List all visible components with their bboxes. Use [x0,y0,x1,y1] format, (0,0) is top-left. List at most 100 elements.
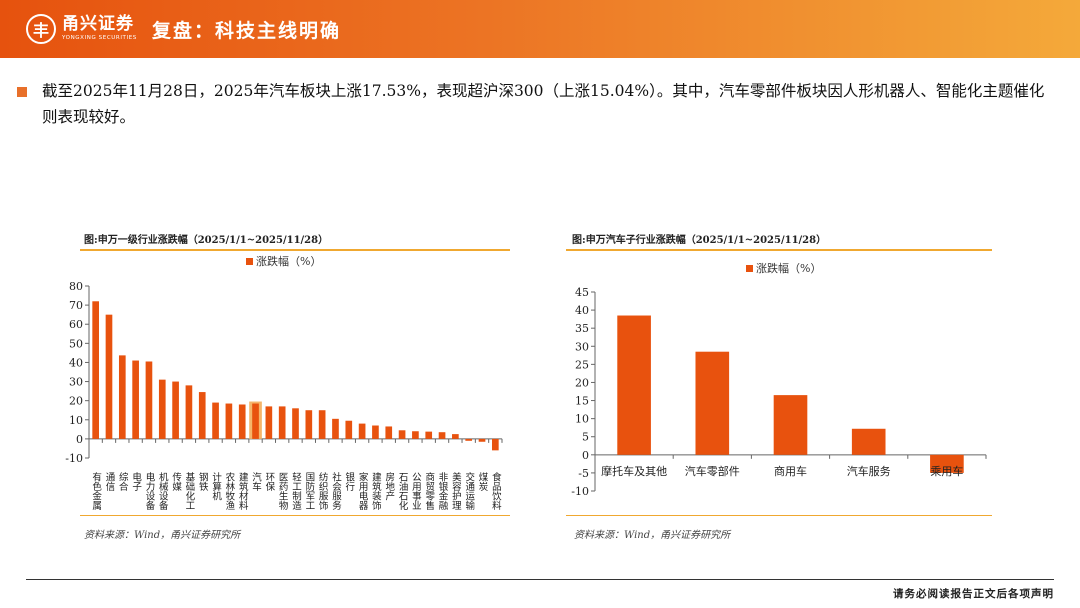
left-legend-label: 涨跌幅（%） [256,254,321,268]
left-bar [212,402,219,439]
left-x-tick-label: 农林牧渔 [223,471,235,510]
left-y-tick-label: 60 [69,318,83,331]
left-x-tick-label: 交通运输 [463,471,475,511]
left-x-tick-label: 社会服务 [330,471,342,511]
left-x-tick-label: 钢铁 [197,471,209,492]
summary-text: 截至2025年11月28日，2025年汽车板块上涨17.53%，表现超沪深300… [42,82,1045,126]
left-bar [345,420,353,439]
left-bar [92,301,99,439]
left-x-tick-label: 纺织服饰 [317,471,329,511]
right-legend-label: 涨跌幅（%） [756,261,821,275]
right-x-tick-label: 摩托车及其他 [601,464,667,478]
left-bar [452,434,459,439]
left-bar [278,406,286,439]
right-y-tick-label: 10 [575,413,589,426]
square-bullet-icon [17,87,27,97]
left-y-tick-label: -10 [65,452,83,465]
right-title-rule [566,249,992,251]
left-x-tick-label: 银行 [343,471,355,492]
right-x-tick-label: 商用车 [774,464,807,478]
left-x-tick-label: 环保 [263,472,275,492]
right-chart-source: 资料来源：Wind，甬兴证券研究所 [574,530,731,541]
right-y-tick-label: 20 [575,376,589,389]
footer-disclaimer: 请务必阅读报告正文后各项声明 [893,588,1054,600]
right-y-tick-label: 45 [575,286,589,299]
left-x-tick-label: 美容护理 [450,471,462,510]
left-bar [492,438,499,451]
brand-logo: 丰 甬兴证券 YONGXING SECURITIES [26,10,137,48]
right-bar [851,428,886,455]
left-bar [425,431,433,439]
right-y-tick-label: -10 [571,485,589,498]
left-chart-source: 资料来源：Wind，甬兴证券研究所 [84,530,241,541]
left-bar [465,438,473,441]
left-bar [185,385,193,439]
right-y-tick-label: 5 [582,431,589,444]
left-x-tick-label: 有色金属 [90,471,102,511]
right-bar [773,395,808,455]
left-bar [318,410,326,439]
left-x-tick-label: 商贸零售 [423,471,435,511]
left-x-tick-label: 国防军工 [303,472,315,510]
left-chart-title: 图:申万一级行业涨跌幅（2025/1/1~2025/11/28） [84,235,329,246]
left-y-tick-label: 10 [69,414,83,427]
right-y-tick-label: 25 [575,358,589,371]
right-legend-swatch [746,265,753,272]
left-bar [305,410,313,439]
right-bar [617,315,651,455]
left-bar [145,361,153,439]
left-x-tick-label: 汽车 [250,471,262,492]
left-legend-swatch [246,258,253,265]
left-bar [438,432,446,439]
left-bar [132,360,139,439]
logo-icon: 丰 [26,14,56,44]
logo-wordmark: 甬兴证券 YONGXING SECURITIES [62,16,137,42]
right-bottom-rule [566,515,992,516]
left-bar [265,406,273,439]
left-y-tick-label: 0 [76,433,83,446]
right-x-tick-label: 乘用车 [930,464,963,478]
left-y-tick-label: 70 [69,299,83,312]
left-bar [172,381,179,439]
left-y-tick-label: 40 [69,356,83,369]
right-y-tick-label: 30 [575,340,589,353]
left-x-tick-label: 非银金融 [437,471,449,511]
left-x-tick-label: 电力设备 [143,471,155,511]
left-y-tick-label: 20 [69,395,83,408]
left-x-tick-label: 轻工制造 [290,471,302,511]
left-bottom-rule [80,515,510,516]
right-x-tick-label: 汽车服务 [847,464,891,478]
page-title: 复盘：科技主线明确 [152,20,342,42]
left-bar [478,438,486,442]
left-x-tick-label: 机械设备 [157,471,169,511]
right-bar [930,454,964,473]
right-chart-title: 图:申万汽车子行业涨跌幅（2025/1/1~2025/11/28） [572,235,827,246]
left-bar [225,403,233,439]
left-x-tick-label: 计算机 [210,471,222,501]
left-bar [385,426,393,439]
left-x-tick-label: 房地产 [383,471,395,501]
logo-cn-text: 甬兴证券 [62,14,134,35]
left-bar [372,425,379,439]
right-x-tick-label: 汽车零部件 [685,464,740,478]
left-x-tick-label: 建筑装饰 [370,471,382,511]
logo-en-text: YONGXING SECURITIES [62,35,137,42]
left-bar [358,423,366,439]
right-y-tick-label: 35 [575,322,589,335]
left-x-tick-label: 基础化工 [183,471,195,510]
right-y-tick-label: 40 [575,304,589,317]
left-x-tick-label: 通信 [103,472,115,492]
left-y-tick-label: 50 [69,337,83,350]
header-bar: 丰 甬兴证券 YONGXING SECURITIES 复盘：科技主线明确 [0,0,1080,58]
left-x-tick-label: 综合 [117,471,129,492]
right-y-tick-label: 0 [582,449,589,462]
left-x-tick-label: 食品饮料 [490,471,502,511]
left-x-tick-label: 建筑材料 [237,471,249,511]
left-x-tick-label: 电子 [130,471,142,491]
left-x-tick-label: 公用事业 [410,472,422,510]
left-bar [198,392,206,439]
left-bar [332,418,339,439]
left-bar [158,379,166,439]
left-bar [398,430,406,439]
left-y-tick-label: 80 [69,280,83,293]
